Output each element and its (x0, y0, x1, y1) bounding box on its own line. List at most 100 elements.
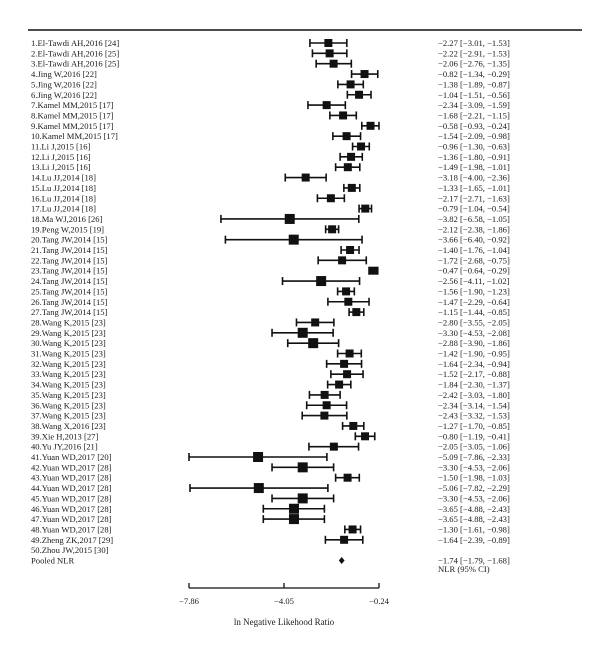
ci-text: −3.30 [−4.53, −2.08] (438, 328, 510, 338)
study-row: 9.Kamel MM,2015 [17] −0.58 [−0.93, −0.24] (31, 121, 510, 131)
study-row: 49.Zheng ZK,2017 [29] −1.64 [−2.39, −0.89… (31, 535, 510, 545)
ci-text: −1.68 [−2.21, −1.15] (438, 110, 510, 120)
ci-text: −3.30 [−4.53, −2.06] (438, 493, 510, 503)
ci-text: −2.27 [−3.01, −1.53] (438, 38, 510, 48)
study-label: 22.Tang JW,2014 [15] (31, 255, 108, 265)
point-estimate (322, 101, 331, 110)
study-row: 33.Wang K,2015 [23] −1.52 [−2.17, −0.88] (31, 369, 510, 379)
study-label: 41.Yuan WD,2017 [20] (31, 452, 112, 462)
point-estimate (320, 390, 329, 399)
ci-text: −3.65 [−4.88, −2.43] (438, 514, 510, 524)
x-tick-label: −7.86 (179, 596, 200, 606)
point-estimate (357, 142, 366, 151)
point-estimate (347, 152, 356, 161)
point-estimate (340, 359, 349, 368)
ci-text: −1.40 [−1.76, −1.04] (438, 245, 510, 255)
study-label: 43.Yuan WD,2017 [28] (31, 473, 112, 483)
study-row: 28.Wang K,2015 [23] −2.80 [−3.55, −2.05] (31, 317, 510, 327)
study-label: 7.Kamel MM,2015 [17] (31, 100, 114, 110)
study-row: 10.Kamel MM,2015 [17] −1.54 [−2.09, −0.98… (31, 131, 510, 141)
study-label: 13.Li J,2015 [16] (31, 162, 91, 172)
ci-text: −1.33 [−1.65, −1.01] (438, 183, 510, 193)
study-label: 1.El-Tawdi AH,2016 [24] (31, 38, 119, 48)
study-label: 24.Tang JW,2014 [15] (31, 276, 108, 286)
study-row: 12.Li J,2015 [16] −1.36 [−1.80, −0.91] (31, 152, 510, 162)
ci-text: −1.64 [−2.34, −0.94] (438, 359, 510, 369)
ci-text: −5.09 [−7.86, −2.33] (438, 452, 510, 462)
ci-text: −1.50 [−1.98, −1.03] (438, 473, 510, 483)
point-estimate (328, 225, 337, 234)
study-label: 8.Kamel MM,2015 [17] (31, 110, 114, 120)
study-row: 38.Wang X,2016 [23] −1.27 [−1.70, −0.85] (31, 421, 510, 431)
ci-text: −0.79 [−1.04, −0.54] (438, 204, 510, 214)
study-label: 28.Wang K,2015 [23] (31, 317, 106, 327)
study-label: 34.Wang K,2015 [23] (31, 380, 106, 390)
study-label: 37.Wang K,2015 [23] (31, 411, 106, 421)
study-row: 40.Yu JY,2016 [21] −2.05 [−3.05, −1.06] (31, 442, 510, 452)
ci-text: −2.56 [−4.11, −1.02] (438, 276, 510, 286)
study-row: 14.Lu JJ,2014 [18] −3.18 [−4.00, −2.36] (31, 173, 510, 183)
point-estimate (361, 204, 370, 213)
ci-text: −2.88 [−3.90, −1.86] (438, 338, 510, 348)
point-estimate (322, 401, 331, 410)
study-label: 39.Xie H,2013 [27] (31, 431, 98, 441)
study-label: 14.Lu JJ,2014 [18] (31, 173, 96, 183)
study-row: 23.Tang JW,2014 [15] −0.47 [−0.64, −0.29] (31, 266, 510, 276)
ci-text: −1.54 [−2.09, −0.98] (438, 131, 510, 141)
ci-text: −1.52 [−2.17, −0.88] (438, 369, 510, 379)
study-label: 18.Ma WJ,2016 [26] (31, 214, 103, 224)
ci-text: −1.36 [−1.80, −0.91] (438, 152, 510, 162)
study-row: 25.Tang JW,2014 [15] −1.56 [−1.90, −1.23] (31, 286, 510, 296)
ci-text: −1.30 [−1.61, −0.98] (438, 524, 510, 534)
study-row: 13.Li J,2015 [16] −1.49 [−1.98, −1.01] (31, 162, 510, 172)
study-row: 4.Jing W,2016 [22] −0.82 [−1.34, −0.29] (31, 69, 510, 79)
study-row: 43.Yuan WD,2017 [28] −1.50 [−1.98, −1.03] (31, 473, 510, 483)
study-row: 24.Tang JW,2014 [15] −2.56 [−4.11, −1.02] (31, 276, 510, 287)
study-label: 42.Yuan WD,2017 [28] (31, 462, 112, 472)
ci-text: −1.56 [−1.90, −1.23] (438, 286, 510, 296)
ci-text: −1.72 [−2.68, −0.75] (438, 255, 510, 265)
ci-text: −2.05 [−3.05, −1.06] (438, 442, 510, 452)
study-row: 39.Xie H,2013 [27] −0.80 [−1.19, −0.41] (31, 431, 510, 441)
ci-text: −0.96 [−1.30, −0.63] (438, 142, 510, 152)
study-row: 22.Tang JW,2014 [15] −1.72 [−2.68, −0.75] (31, 255, 510, 265)
study-label: 26.Tang JW,2014 [15] (31, 297, 108, 307)
study-row: 48.Yuan WD,2017 [28] −1.30 [−1.61, −0.98] (31, 524, 510, 534)
study-row: 31.Wang K,2015 [23] −1.42 [−1.90, −0.95] (31, 349, 510, 359)
ci-text: −1.04 [−1.51, −0.56] (438, 90, 510, 100)
study-row: 7.Kamel MM,2015 [17] −2.34 [−3.09, −1.59] (31, 100, 510, 110)
pooled-ci-text: −1.74 [−1.79, −1.68] (438, 556, 510, 566)
study-label: 4.Jing W,2016 [22] (31, 69, 97, 79)
ci-text: −2.06 [−2.76, −1.35] (438, 59, 510, 69)
ci-text: −3.82 [−6.58, −1.05] (438, 214, 510, 224)
ci-text: −1.84 [−2.30, −1.37] (438, 380, 510, 390)
ci-text: −1.27 [−1.70, −0.85] (438, 421, 510, 431)
study-row: 2.El-Tawdi AH,2016 [25] −2.22 [−2.91, −1.… (31, 48, 510, 58)
study-label: 10.Kamel MM,2015 [17] (31, 131, 118, 141)
pooled-label: Pooled NLR (31, 556, 74, 566)
point-estimate (329, 59, 338, 68)
study-row: 18.Ma WJ,2016 [26] −3.82 [−6.58, −1.05] (31, 213, 510, 224)
study-row: 44.Yuan WD,2017 [28] −5.06 [−7.82, −2.29] (31, 483, 510, 494)
ci-text: −0.47 [−0.64, −0.29] (438, 266, 510, 276)
point-estimate (342, 132, 351, 141)
point-estimate (329, 442, 338, 451)
point-estimate (366, 121, 375, 130)
ci-text: −2.43 [−3.32, −1.53] (438, 411, 510, 421)
study-row: 19.Peng W,2015 [19] −2.12 [−2.38, −1.86] (31, 224, 510, 234)
study-label: 44.Yuan WD,2017 [28] (31, 483, 112, 493)
ci-text: −2.80 [−3.55, −2.05] (438, 317, 510, 327)
ci-text: −2.34 [−3.09, −1.59] (438, 100, 510, 110)
point-estimate (352, 308, 361, 317)
point-estimate (343, 473, 352, 482)
point-estimate (369, 266, 378, 275)
ci-text: −1.38 [−1.89, −0.87] (438, 79, 510, 89)
ci-text: −1.47 [−2.29, −0.64] (438, 297, 510, 307)
x-tick-label: −0.24 (369, 596, 390, 606)
point-estimate (311, 318, 320, 327)
study-row: 5.Jing W,2016 [22] −1.38 [−1.89, −0.87] (31, 79, 510, 89)
study-row: 46.Yuan WD,2017 [28] −3.65 [−4.88, −2.43] (31, 503, 510, 514)
point-estimate (347, 183, 356, 192)
ci-text: −2.22 [−2.91, −1.53] (438, 48, 510, 58)
ci-text: −3.65 [−4.88, −2.43] (438, 504, 510, 514)
